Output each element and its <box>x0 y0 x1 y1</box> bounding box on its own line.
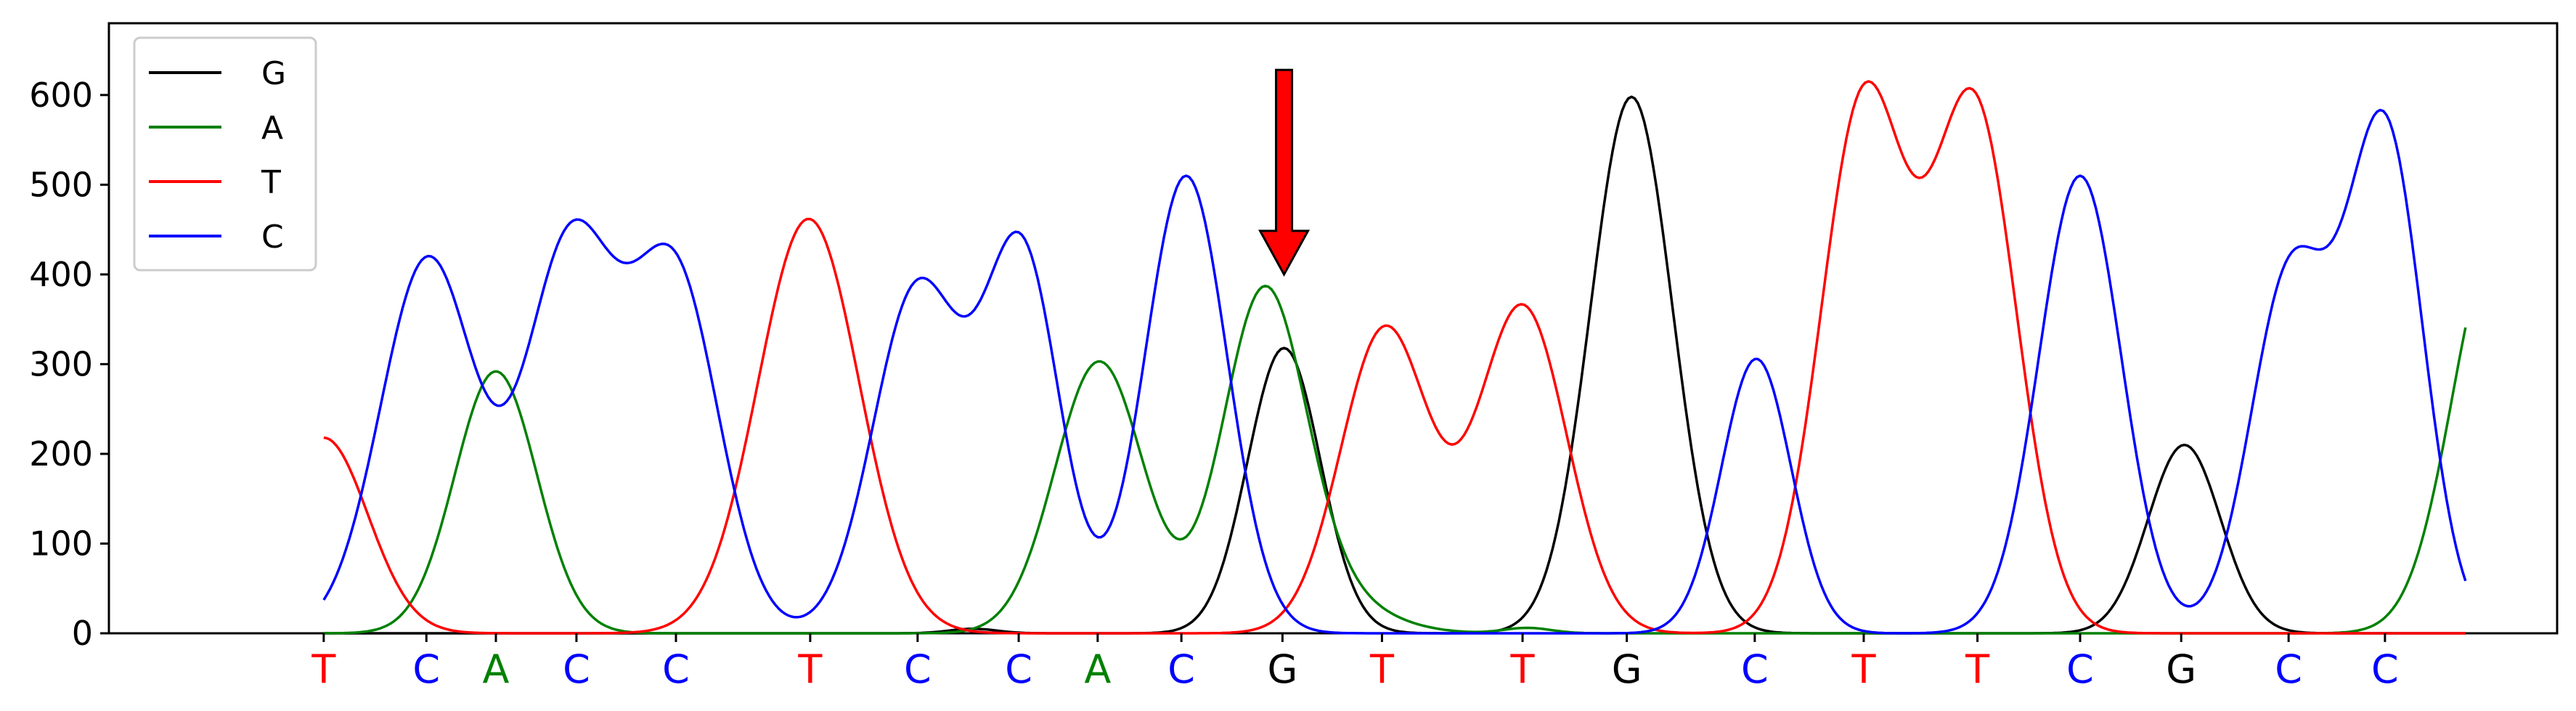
y-tick-label: 0 <box>72 614 93 653</box>
y-tick-label: 100 <box>29 524 93 563</box>
base-call-label: C <box>412 646 440 692</box>
legend-label-C: C <box>261 219 284 256</box>
legend-label-A: A <box>261 110 283 147</box>
base-call-label: C <box>1167 646 1195 692</box>
base-call-label: C <box>2066 646 2094 692</box>
base-call-label: G <box>2166 646 2196 692</box>
base-call-label: C <box>662 646 690 692</box>
legend-label-T: T <box>261 164 281 201</box>
base-call-label: A <box>1084 646 1111 692</box>
base-call-label: T <box>797 646 823 692</box>
base-call-label: C <box>1005 646 1032 692</box>
trace-T <box>323 80 2466 635</box>
base-call-label: T <box>311 646 336 692</box>
base-call-label: T <box>1965 646 1990 692</box>
base-call-label: G <box>1267 646 1297 692</box>
legend-frame <box>133 36 317 272</box>
base-call-label: A <box>483 646 510 692</box>
base-call-label: G <box>1612 646 1642 692</box>
series-layer <box>322 80 2467 635</box>
legend-label-G: G <box>261 55 286 92</box>
base-call-label: T <box>1369 646 1395 692</box>
y-tick-label: 400 <box>29 255 93 294</box>
plot-area-frame <box>107 22 2559 635</box>
y-tick-label: 300 <box>29 344 93 383</box>
trace-G <box>323 95 2466 635</box>
base-call-label: T <box>1510 646 1536 692</box>
base-call-label: C <box>2371 646 2399 692</box>
base-call-label: C <box>2275 646 2302 692</box>
base-call-label: C <box>1741 646 1769 692</box>
annotation-layer <box>1258 68 1311 277</box>
highlight-arrow <box>1258 68 1311 277</box>
trace-C <box>322 108 2467 635</box>
y-tick-label: 600 <box>29 76 93 115</box>
base-call-label: C <box>563 646 590 692</box>
y-axis: 0 100 200 300 400 500 600 <box>29 76 109 653</box>
y-tick-label: 500 <box>29 165 93 204</box>
base-call-label: C <box>904 646 932 692</box>
y-tick-label: 200 <box>29 434 93 474</box>
trace-A <box>323 284 2467 635</box>
base-call-label: T <box>1851 646 1876 692</box>
